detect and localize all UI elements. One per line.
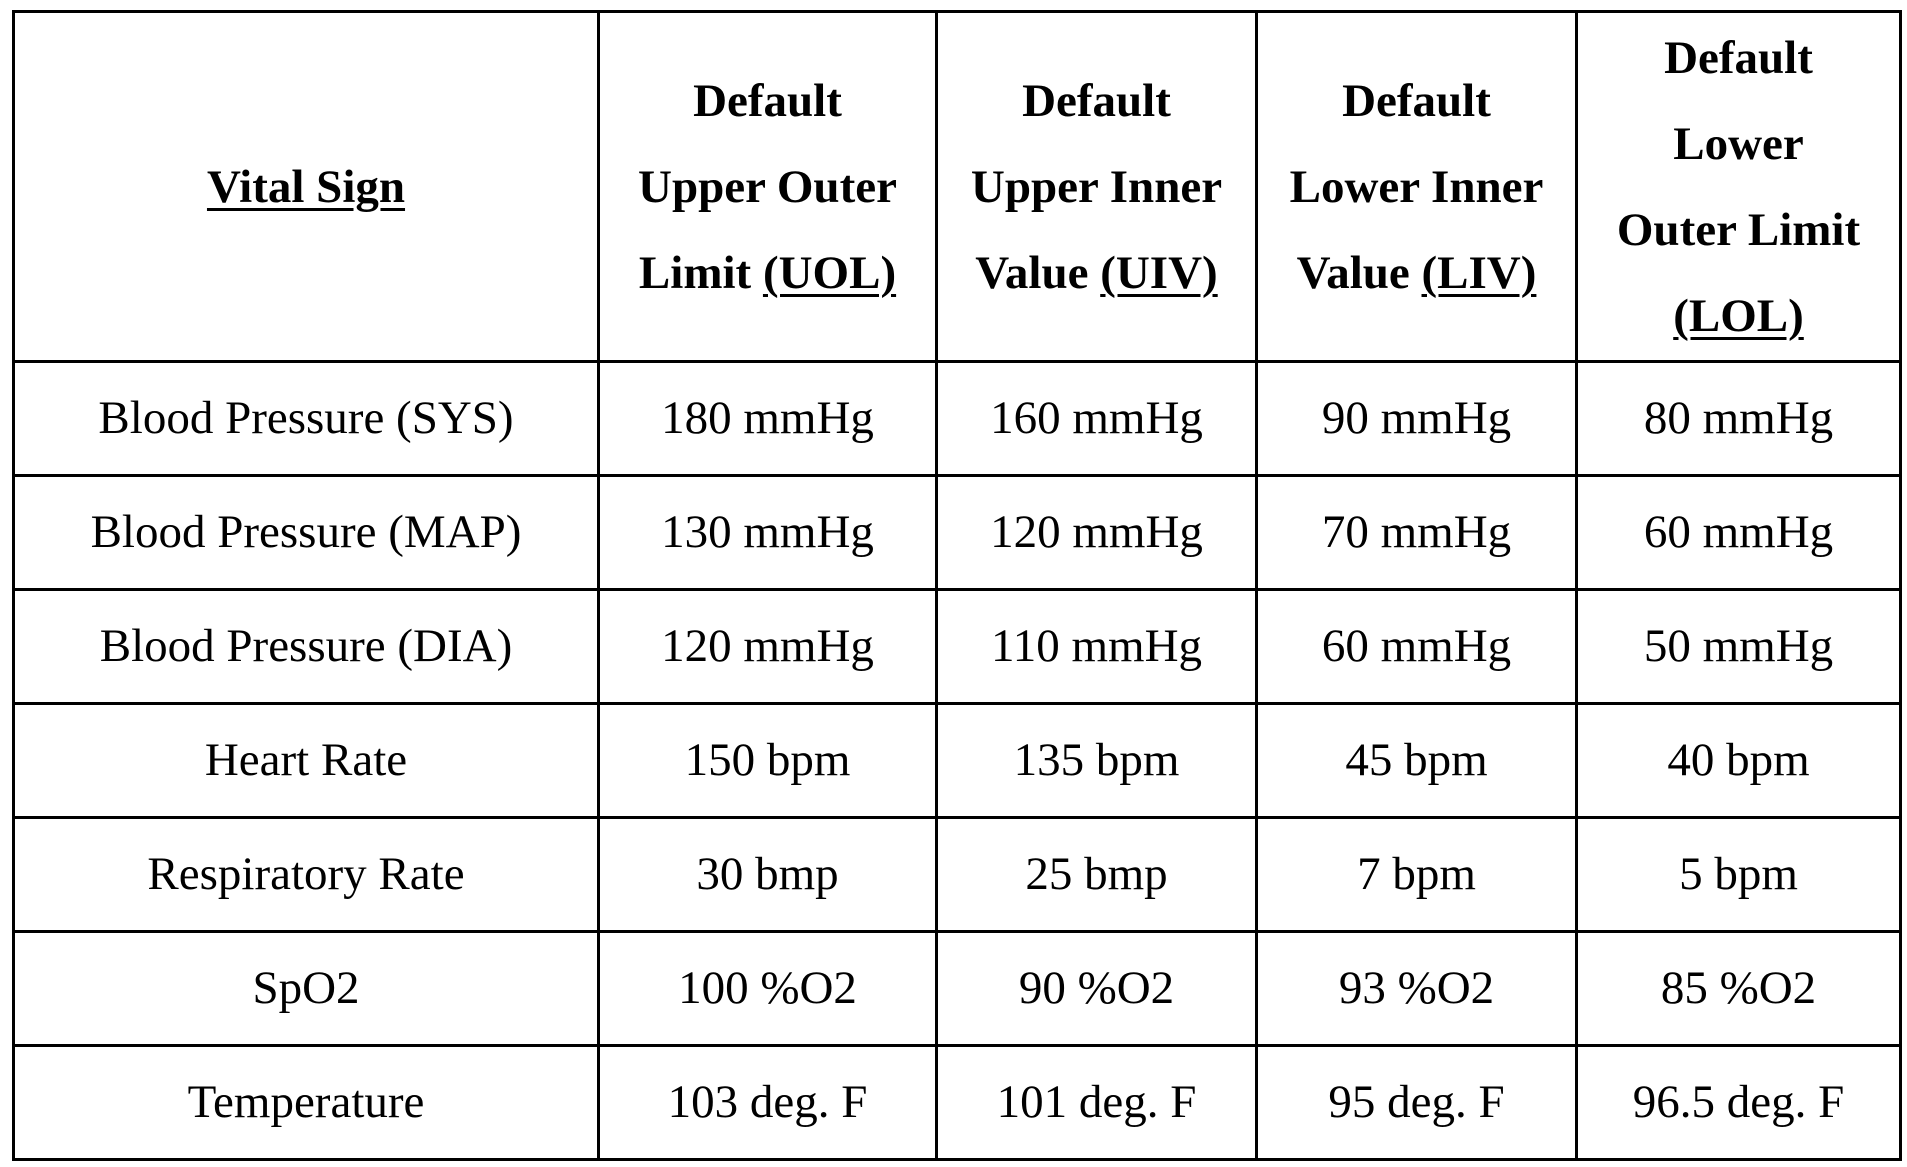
header-line: Upper Inner — [940, 144, 1254, 230]
uol-value: 103 deg. F — [597, 1044, 938, 1161]
vital-sign-name: Temperature — [12, 1044, 600, 1161]
header-text: Vital Sign — [206, 160, 406, 213]
liv-value: 60 mmHg — [1255, 588, 1578, 705]
header-line: Limit (UOL) — [602, 230, 934, 316]
header-line: Lower Inner — [1260, 144, 1574, 230]
header-text: Upper Outer — [638, 160, 897, 213]
vital-sign-name: Heart Rate — [12, 702, 600, 819]
header-line: Upper Outer — [602, 144, 934, 230]
liv-value: 7 bpm — [1255, 816, 1578, 933]
header-line: (LOL) — [1580, 273, 1898, 359]
header-line: Value (LIV) — [1260, 230, 1574, 316]
liv-value: 95 deg. F — [1255, 1044, 1578, 1161]
lol-value: 85 %O2 — [1575, 930, 1902, 1047]
header-lower-inner-value: Default Lower Inner Value (LIV) — [1255, 10, 1578, 363]
lol-value: 40 bpm — [1575, 702, 1902, 819]
uol-value: 100 %O2 — [597, 930, 938, 1047]
lol-value: 96.5 deg. F — [1575, 1044, 1902, 1161]
table-row: Respiratory Rate 30 bmp 25 bmp 7 bpm 5 b… — [12, 816, 1902, 933]
header-upper-outer-limit: Default Upper Outer Limit (UOL) — [597, 10, 938, 363]
table-row: Blood Pressure (DIA) 120 mmHg 110 mmHg 6… — [12, 588, 1902, 705]
uiv-value: 160 mmHg — [935, 360, 1258, 477]
header-line: Vital Sign — [17, 144, 596, 230]
header-line: Outer Limit — [1580, 187, 1898, 273]
header-text: Default — [693, 74, 842, 127]
liv-value: 93 %O2 — [1255, 930, 1578, 1047]
header-text: (UIV) — [1100, 246, 1218, 299]
uiv-value: 25 bmp — [935, 816, 1258, 933]
vital-sign-name: SpO2 — [12, 930, 600, 1047]
lol-value: 50 mmHg — [1575, 588, 1902, 705]
header-text: (LIV) — [1421, 246, 1537, 299]
uol-value: 120 mmHg — [597, 588, 938, 705]
header-text: Default — [1342, 74, 1491, 127]
header-text: (UOL) — [762, 246, 897, 299]
vital-sign-name: Blood Pressure (DIA) — [12, 588, 600, 705]
lol-value: 5 bpm — [1575, 816, 1902, 933]
header-text: (LOL) — [1673, 289, 1804, 342]
header-line: Default — [1580, 15, 1898, 101]
table-row: Temperature 103 deg. F 101 deg. F 95 deg… — [12, 1044, 1902, 1161]
liv-value: 70 mmHg — [1255, 474, 1578, 591]
table-row: Blood Pressure (SYS) 180 mmHg 160 mmHg 9… — [12, 360, 1902, 477]
table-row: Heart Rate 150 bpm 135 bpm 45 bpm 40 bpm — [12, 702, 1902, 819]
header-line: Default — [602, 58, 934, 144]
header-line: Default — [940, 58, 1254, 144]
vital-sign-limits-table: Vital Sign Default Upper Outer Limit (UOL)… — [12, 10, 1902, 1161]
uiv-value: 120 mmHg — [935, 474, 1258, 591]
uiv-value: 135 bpm — [935, 702, 1258, 819]
header-text: Value — [975, 246, 1101, 299]
uiv-value: 90 %O2 — [935, 930, 1258, 1047]
uol-value: 150 bpm — [597, 702, 938, 819]
header-text: Lower — [1673, 117, 1804, 170]
header-line: Value (UIV) — [940, 230, 1254, 316]
header-text: Default — [1022, 74, 1171, 127]
table-row: SpO2 100 %O2 90 %O2 93 %O2 85 %O2 — [12, 930, 1902, 1047]
uiv-value: 110 mmHg — [935, 588, 1258, 705]
header-text: Upper Inner — [970, 160, 1223, 213]
uol-value: 180 mmHg — [597, 360, 938, 477]
header-line: Lower — [1580, 101, 1898, 187]
liv-value: 45 bpm — [1255, 702, 1578, 819]
uol-value: 130 mmHg — [597, 474, 938, 591]
vital-sign-name: Respiratory Rate — [12, 816, 600, 933]
header-line: Default — [1260, 58, 1574, 144]
header-text: Outer Limit — [1616, 203, 1861, 256]
header-text: Value — [1296, 246, 1422, 299]
header-text: Lower Inner — [1289, 160, 1544, 213]
uol-value: 30 bmp — [597, 816, 938, 933]
header-vital-sign: Vital Sign — [12, 10, 600, 363]
table-header-row: Vital Sign Default Upper Outer Limit (UOL)… — [12, 10, 1902, 363]
table-row: Blood Pressure (MAP) 130 mmHg 120 mmHg 7… — [12, 474, 1902, 591]
header-text: Limit — [638, 246, 763, 299]
header-lower-outer-limit: Default Lower Outer Limit (LOL) — [1575, 10, 1902, 363]
header-text: Default — [1664, 31, 1813, 84]
lol-value: 60 mmHg — [1575, 474, 1902, 591]
liv-value: 90 mmHg — [1255, 360, 1578, 477]
vital-sign-name: Blood Pressure (SYS) — [12, 360, 600, 477]
vital-sign-name: Blood Pressure (MAP) — [12, 474, 600, 591]
header-upper-inner-value: Default Upper Inner Value (UIV) — [935, 10, 1258, 363]
lol-value: 80 mmHg — [1575, 360, 1902, 477]
uiv-value: 101 deg. F — [935, 1044, 1258, 1161]
